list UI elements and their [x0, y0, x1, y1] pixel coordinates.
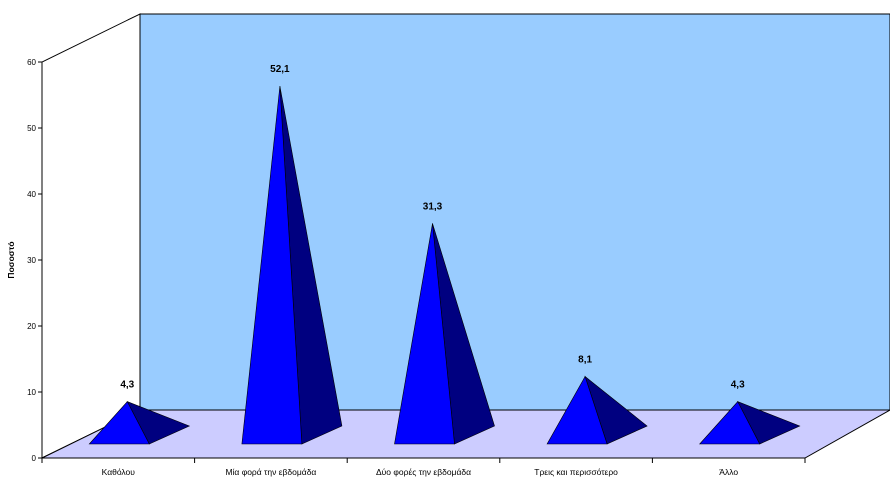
chart-labels: 4,3 Καθόλου 52,1 Μία φορά την εβδομάδα 31,3 Δ…	[102, 64, 745, 477]
pyramid	[394, 223, 495, 445]
pyramid-front	[699, 401, 761, 445]
data-label: 4,3	[120, 380, 134, 391]
y-axis-title: Ποσοστό	[6, 241, 16, 278]
pyramid-front	[394, 223, 455, 445]
y-tick-label: 50	[27, 124, 36, 133]
y-axis: 0 10 20 30 40 50 60	[27, 58, 806, 463]
pyramid	[241, 86, 343, 445]
pyramid	[88, 401, 191, 445]
category-label: Καθόλου	[102, 467, 136, 477]
data-label: 8,1	[578, 355, 592, 366]
pyramid-front	[88, 401, 150, 445]
category-label: Δύο φορές την εβδομάδα	[376, 467, 471, 477]
y-tick-label: 30	[27, 256, 36, 265]
pyramid	[699, 401, 801, 445]
pyramid-front	[546, 375, 608, 445]
category-label: Άλλο	[719, 467, 738, 477]
data-label: 31,3	[423, 201, 443, 212]
pyramid	[546, 375, 648, 445]
chart-pyramids	[88, 86, 801, 445]
data-label: 4,3	[731, 380, 745, 391]
y-tick-label: 20	[27, 322, 36, 331]
data-label: 52,1	[270, 64, 290, 75]
y-tick-label: 40	[27, 190, 36, 199]
category-label: Τρεις και περισσότερο	[534, 467, 618, 477]
y-tick-label: 0	[32, 454, 37, 463]
pyramid-front	[241, 86, 303, 445]
category-label: Μία φορά την εβδομάδα	[225, 467, 316, 477]
side-wall	[41, 13, 141, 459]
y-tick-label: 60	[27, 58, 36, 67]
y-tick-label: 10	[27, 388, 36, 397]
